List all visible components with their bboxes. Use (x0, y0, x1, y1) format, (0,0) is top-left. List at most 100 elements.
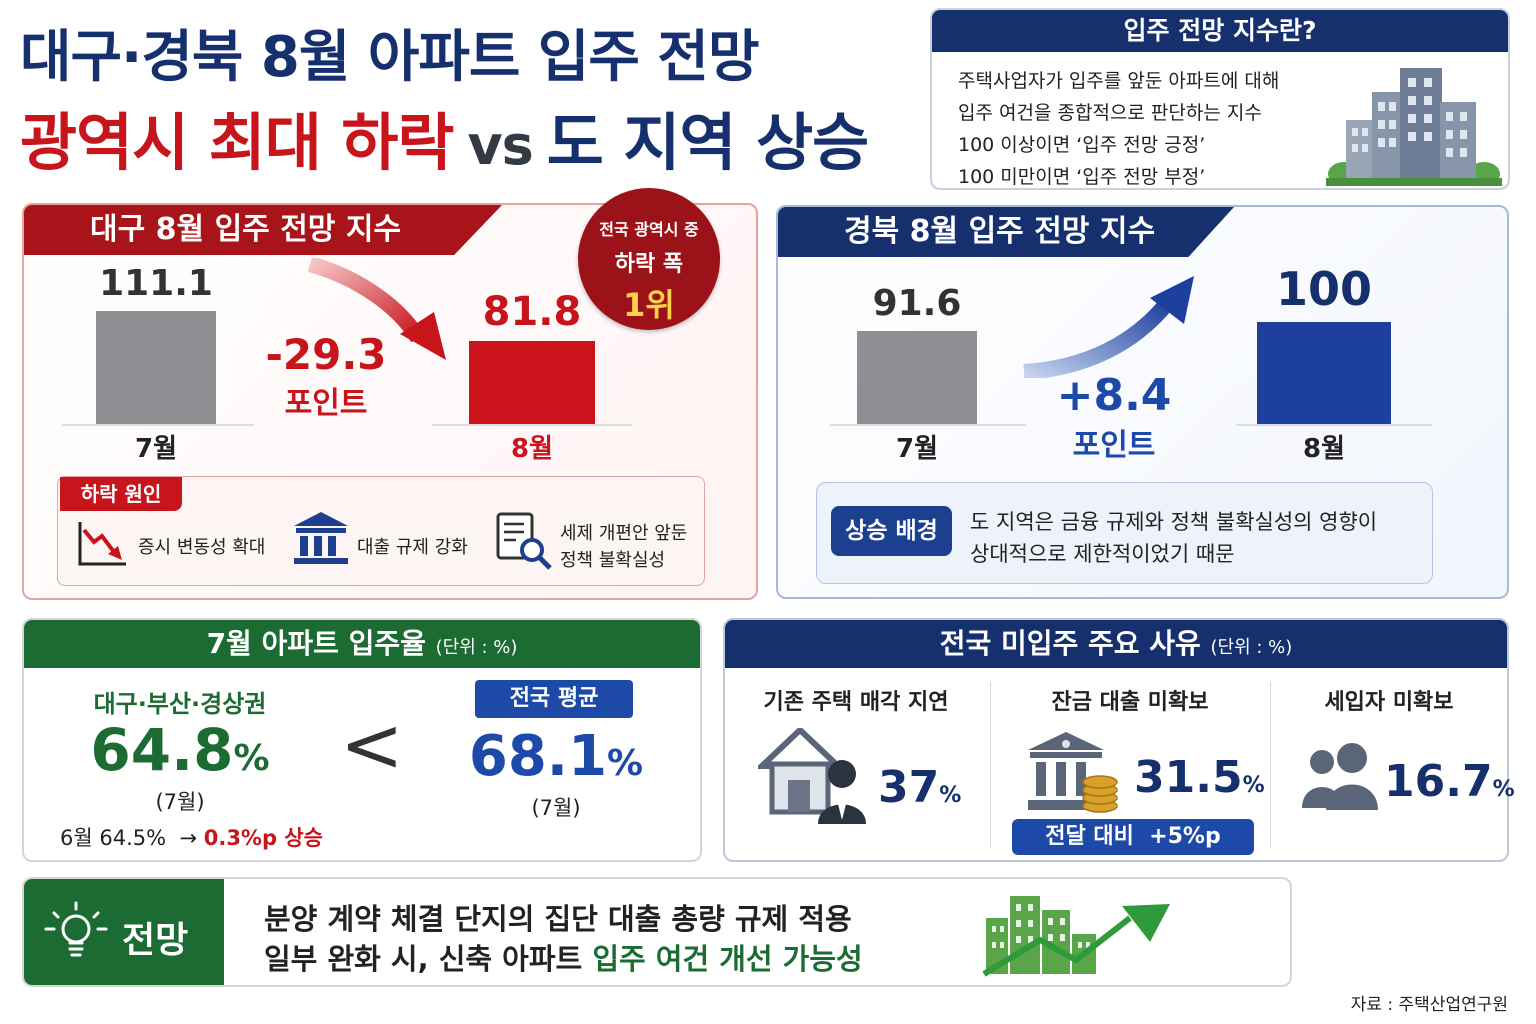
bank-building-icon (294, 512, 348, 564)
region-value-block: 64.8% (60, 716, 300, 784)
outlook-line2-green: 입주 여건 개선 가능성 (592, 942, 863, 976)
reason-value-block-tenant: 16.7% (1384, 756, 1515, 807)
background-line1: 도 지역은 금융 규제와 정책 불확실성의 영향이 (970, 510, 1378, 534)
reasons-title-text: 전국 미입주 주요 사유 (939, 627, 1201, 660)
daegu-value-july: 111.1 (99, 262, 213, 304)
definition-title: 입주 전망 지수란? (932, 10, 1508, 52)
reason-value-loan: 31.5 (1134, 752, 1243, 803)
rank-badge-line1: 전국 광역시 중 (599, 220, 699, 239)
daegu-bar-july (96, 310, 216, 424)
daegu-change-value: -29.3 (265, 330, 387, 379)
national-value: 68.1 (468, 724, 608, 789)
definition-line: 입주 여건을 종합적으로 판단하는 지수 (958, 102, 1262, 124)
region-month: (7월) (155, 790, 205, 814)
apartment-building-icon (1326, 68, 1502, 186)
national-month: (7월) (531, 796, 581, 820)
less-than-sign: < (340, 700, 404, 789)
gyeongbuk-value-august: 100 (1275, 262, 1373, 317)
daegu-axis-right (432, 424, 632, 426)
causes-title: 하락 원인 (60, 477, 182, 511)
region-value: 64.8 (90, 716, 234, 784)
reason-pct-loan: % (1242, 773, 1265, 798)
reasons-divider-2 (1270, 682, 1271, 848)
daegu-value-august: 81.8 (482, 288, 582, 335)
national-average-badge: 전국 평균 (475, 680, 633, 718)
occupancy-title-text: 7월 아파트 입주율 (206, 627, 426, 660)
gyeongbuk-month-july: 7월 (895, 434, 938, 464)
reason-label-loan: 잔금 대출 미확보 (1051, 690, 1209, 715)
gyeongbuk-change-unit: 포인트 (1072, 428, 1156, 463)
headline-vs: vs (467, 114, 533, 177)
house-person-icon (758, 728, 866, 824)
occupancy-title: 7월 아파트 입주율 (단위 : %) (24, 620, 700, 668)
national-value-block: 68.1% (458, 724, 654, 789)
cause-text-policy: 정책 불확실성 (560, 550, 666, 571)
outlook-line1: 분양 계약 체결 단지의 집단 대출 총량 규제 적용 (264, 902, 852, 936)
occupancy-unit: (단위 : %) (435, 637, 518, 658)
outlook-label: 전망 (122, 920, 189, 961)
gyeongbuk-axis-right (1236, 424, 1432, 426)
background-line2: 상대적으로 제한적이었기 때문 (970, 542, 1235, 566)
reason-value-block-loan: 31.5% (1134, 752, 1265, 803)
occupancy-panel: 7월 아파트 입주율 (단위 : %) (22, 618, 702, 862)
gyeongbuk-panel-title: 경북 8월 입주 전망 지수 (778, 207, 1234, 257)
definition-line: 주택사업자가 입주를 앞둔 아파트에 대해 (958, 70, 1280, 92)
rank-badge: 전국 광역시 중 하락 폭 1위 (578, 188, 720, 330)
rank-badge-line3: 1위 (623, 286, 675, 324)
reasons-divider-1 (990, 682, 991, 848)
national-pct-sign: % (607, 743, 644, 784)
headline-line2: 광역시 최대 하락 vs 도 지역 상승 (20, 92, 869, 182)
definition-line: 100 미만이면 ‘입주 전망 부정’ (958, 166, 1206, 188)
reason-pct-house: % (939, 783, 962, 808)
region-label: 대구·부산·경상권 (93, 690, 267, 718)
june-arrow: → (179, 826, 198, 850)
gyeongbuk-change-value: +8.4 (1056, 370, 1172, 421)
definition-line: 100 이상이면 ‘입주 전망 긍정’ (958, 134, 1206, 156)
growth-buildings-icon (982, 896, 1170, 977)
people-group-icon (1302, 743, 1378, 810)
outlook-line2-plain: 일부 완화 시, 신축 아파트 (264, 942, 593, 976)
definition-box: 입주 전망 지수란? 주택사업자가 입주를 앞둔 아파트에 대해 입주 여건을 … (930, 8, 1510, 190)
lightbulb-icon (44, 901, 108, 957)
reason-value-block-house: 37% (878, 762, 961, 813)
reasons-title: 전국 미입주 주요 사유 (단위 : %) (725, 620, 1507, 668)
reason-label-tenant: 세입자 미확보 (1324, 690, 1454, 715)
region-pct-sign: % (233, 738, 270, 779)
up-arrow-icon (1023, 276, 1194, 378)
outlook-line2: 일부 완화 시, 신축 아파트 입주 여건 개선 가능성 (264, 936, 863, 978)
gyeongbuk-bar-july (857, 330, 977, 424)
headline-blue-part: 도 지역 상승 (546, 106, 869, 179)
june-note: 6월 64.5% (60, 826, 167, 850)
bank-coins-icon (1028, 732, 1118, 813)
rank-badge-line2: 하락 폭 (614, 252, 684, 277)
background-badge: 상승 배경 (831, 506, 952, 556)
reason-pct-tenant: % (1492, 777, 1515, 802)
cause-text-stock: 증시 변동성 확대 (138, 537, 266, 558)
reason-value-house: 37 (878, 762, 940, 813)
gyeongbuk-month-august: 8월 (1302, 434, 1345, 464)
gyeongbuk-bar-august (1257, 322, 1391, 424)
headline-red-part: 광역시 최대 하락 (20, 106, 454, 179)
daegu-month-july: 7월 (134, 434, 177, 464)
cause-text-tax: 세제 개편안 앞둔 (560, 523, 688, 544)
daegu-month-august: 8월 (510, 434, 553, 464)
stock-down-chart-icon (78, 522, 126, 566)
daegu-bar-august (469, 340, 595, 424)
gyeongbuk-value-july: 91.6 (872, 282, 962, 324)
document-magnifier-icon (496, 512, 552, 570)
headline-line1: 대구·경북 8월 아파트 입주 전망 (20, 25, 759, 90)
june-change: 0.3%p 상승 (203, 826, 323, 850)
reasons-unit: (단위 : %) (1210, 637, 1293, 658)
daegu-panel-title: 대구 8월 입주 전망 지수 (24, 205, 502, 255)
loan-change-badge: 전달 대비 +5%p (1012, 819, 1254, 855)
gyeongbuk-axis-left (830, 424, 1026, 426)
reason-value-tenant: 16.7 (1384, 756, 1493, 807)
june-note-line: 6월 64.5% → 0.3%p 상승 (60, 822, 323, 852)
daegu-change-unit: 포인트 (284, 386, 368, 421)
cause-text-loan: 대출 규제 강화 (357, 537, 468, 558)
down-arrow-icon (307, 258, 446, 360)
outlook-badge: 전망 (24, 879, 224, 985)
daegu-axis-left (62, 424, 254, 426)
reason-label-house-sale: 기존 주택 매각 지연 (763, 690, 949, 715)
source-note: 자료 : 주택산업연구원 (1350, 995, 1508, 1015)
